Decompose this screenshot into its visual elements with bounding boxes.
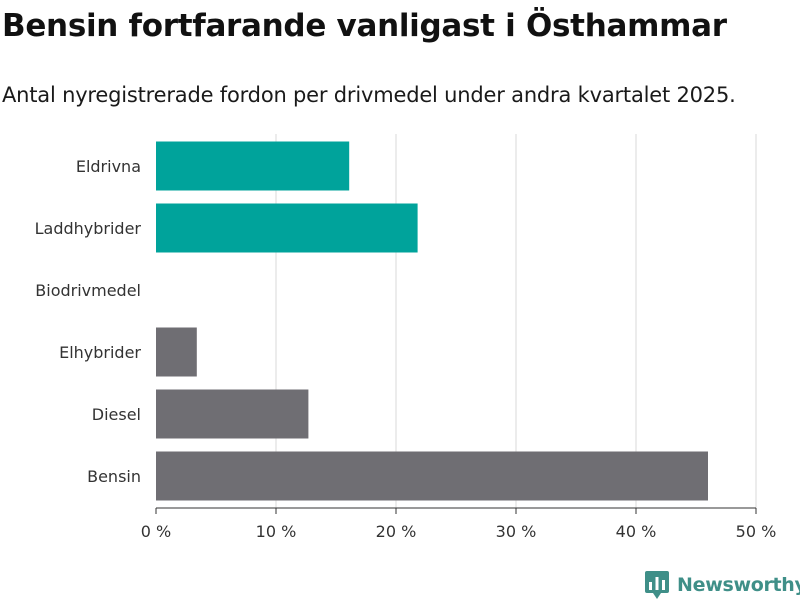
x-tick-label: 20 %	[376, 522, 417, 541]
category-label: Eldrivna	[76, 157, 141, 176]
newsworthy-logo-icon	[645, 571, 669, 599]
category-label: Biodrivmedel	[35, 281, 141, 300]
brand: Newsworthy	[645, 570, 800, 600]
category-label: Elhybrider	[59, 343, 141, 362]
x-tick-label: 10 %	[256, 522, 297, 541]
category-label: Diesel	[92, 405, 141, 424]
bar	[156, 389, 309, 439]
chart-title: Bensin fortfarande vanligast i Östhammar	[2, 8, 727, 44]
bar	[156, 203, 418, 253]
chart-subtitle: Antal nyregistrerade fordon per drivmede…	[2, 83, 736, 107]
x-tick-label: 0 %	[141, 522, 171, 541]
bar	[156, 141, 350, 191]
x-tick-label: 30 %	[496, 522, 537, 541]
x-tick-label: 40 %	[616, 522, 657, 541]
bar	[156, 451, 708, 501]
bar	[156, 327, 197, 377]
brand-name: Newsworthy	[677, 574, 800, 596]
category-label: Laddhybrider	[35, 219, 142, 238]
x-tick-label: 50 %	[736, 522, 777, 541]
category-label: Bensin	[87, 467, 141, 486]
